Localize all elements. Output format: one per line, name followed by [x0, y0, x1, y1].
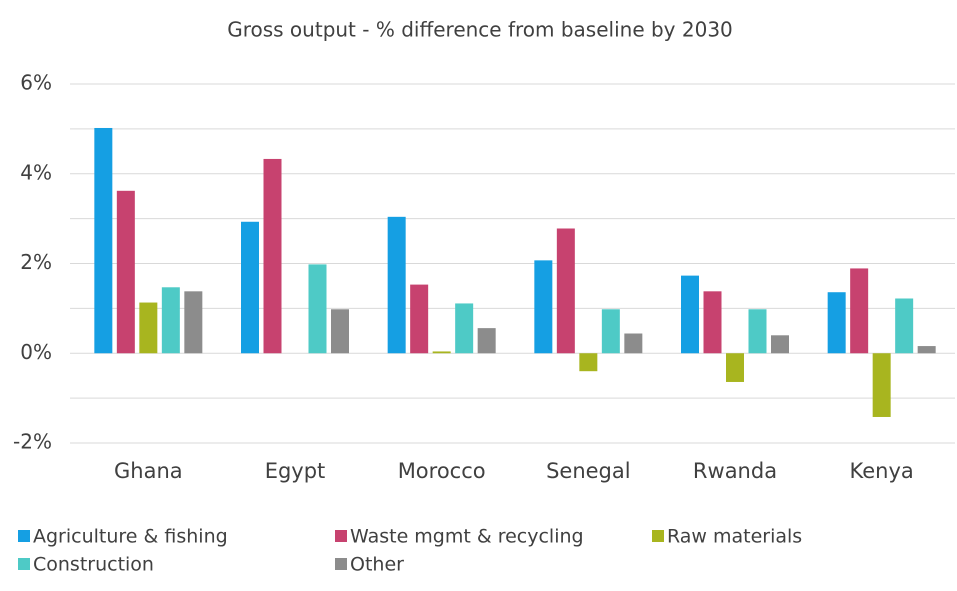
legend-swatch — [18, 558, 30, 570]
bar — [263, 158, 282, 354]
bar — [139, 302, 158, 354]
legend-swatch — [335, 558, 347, 570]
bar — [308, 264, 327, 354]
y-tick-label: -2% — [13, 430, 52, 454]
bar — [872, 353, 891, 417]
bar — [917, 346, 936, 354]
legend-label: Agriculture & fishing — [33, 526, 228, 548]
legend-label: Other — [350, 554, 404, 576]
y-tick-label: 4% — [20, 160, 52, 184]
bar — [748, 309, 767, 354]
legend-swatch — [335, 530, 347, 542]
legend-swatch — [652, 530, 664, 542]
x-tick-label: Morocco — [398, 459, 486, 483]
legend-swatch — [18, 530, 30, 542]
x-tick-label: Ghana — [114, 459, 183, 483]
x-tick-label: Senegal — [546, 459, 631, 483]
legend-label: Construction — [33, 554, 154, 576]
y-tick-label: 6% — [20, 71, 52, 95]
bar — [556, 228, 575, 354]
bar — [184, 291, 203, 354]
bar — [827, 292, 846, 354]
bar — [534, 260, 553, 354]
x-tick-label: Rwanda — [693, 459, 777, 483]
bar — [579, 353, 598, 372]
bar — [624, 333, 643, 354]
bar — [895, 298, 914, 354]
bar — [771, 335, 789, 354]
bar — [432, 351, 451, 354]
bar — [116, 190, 135, 354]
x-tick-label: Kenya — [850, 459, 914, 483]
bar — [161, 287, 180, 354]
chart-title: Gross output - % difference from baselin… — [227, 18, 733, 42]
legend-label: Raw materials — [667, 526, 802, 548]
bar — [601, 309, 620, 354]
bar — [94, 127, 113, 354]
x-tick-label: Egypt — [265, 459, 326, 483]
y-tick-label: 0% — [20, 340, 52, 364]
bar — [241, 221, 259, 354]
bar — [410, 284, 429, 354]
y-tick-label: 2% — [20, 250, 52, 274]
legend-label: Waste mgmt & recycling — [350, 526, 584, 548]
bar — [726, 353, 744, 382]
bar — [681, 275, 699, 354]
bar — [850, 268, 869, 354]
bar — [703, 291, 722, 354]
bar — [331, 309, 349, 354]
bar — [477, 328, 496, 354]
bar — [387, 216, 406, 354]
bar — [455, 303, 474, 354]
